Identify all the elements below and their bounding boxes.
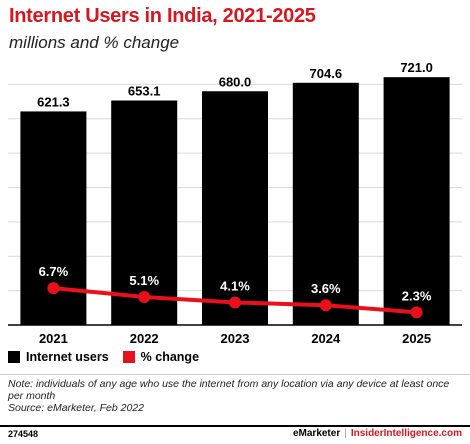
- x-tick-label-2022: 2022: [130, 331, 159, 346]
- brand-insiderintelligence-link[interactable]: InsiderIntelligence.com: [350, 428, 462, 439]
- line-point-2021: [47, 282, 60, 295]
- legend-swatch-percent-change: [122, 351, 135, 363]
- line-label-2025: 2.3%: [402, 288, 432, 303]
- bar-2024: [292, 82, 359, 325]
- footer-brand: eMarketer | InsiderIntelligence.com: [293, 428, 462, 439]
- x-tick-label-2021: 2021: [39, 331, 68, 346]
- bar-label-2023: 680.0: [219, 74, 252, 89]
- line-point-2025: [410, 306, 423, 319]
- x-tick-label-2023: 2023: [221, 331, 250, 346]
- legend-swatch-internet-users: [8, 351, 20, 363]
- x-tick-label-2025: 2025: [402, 331, 431, 346]
- line-point-2023: [229, 296, 241, 309]
- line-label-2024: 3.6%: [311, 281, 341, 296]
- x-tick-label-2024: 2024: [311, 331, 341, 346]
- bar-2022: [111, 100, 178, 325]
- chart-legend: Internet users % change: [8, 350, 213, 364]
- chart-id: 274548: [8, 429, 39, 439]
- line-point-2022: [138, 290, 151, 303]
- chart-note: Note: individuals of any age who use the…: [8, 378, 462, 414]
- footer-divider: [0, 425, 470, 427]
- note-source: Source: eMarketer, Feb 2022: [8, 402, 144, 414]
- note-divider: [0, 374, 470, 375]
- chart-title: Internet Users in India, 2021-2025: [9, 5, 316, 27]
- brand-emarketer: eMarketer: [292, 428, 341, 439]
- legend-label-internet-users: Internet users: [26, 350, 109, 364]
- line-label-2021: 6.7%: [39, 264, 69, 279]
- bar-2025: [383, 77, 450, 325]
- bar-label-2022: 653.1: [128, 83, 161, 98]
- legend-label-percent-change: % change: [140, 350, 200, 364]
- legend-item-internet-users: Internet users: [8, 350, 109, 364]
- line-label-2023: 4.1%: [220, 278, 250, 293]
- bar-label-2021: 621.3: [37, 94, 70, 109]
- chart-subtitle: millions and % change: [9, 33, 180, 52]
- brand-separator: |: [344, 428, 347, 439]
- bar-label-2025: 721.0: [400, 60, 433, 75]
- note-text: Note: individuals of any age who use the…: [8, 378, 450, 402]
- line-label-2022: 5.1%: [129, 273, 159, 288]
- line-point-2024: [319, 299, 332, 312]
- legend-item-percent-change: % change: [122, 350, 200, 364]
- bar-2023: [202, 91, 268, 325]
- bar-label-2024: 704.6: [310, 66, 343, 81]
